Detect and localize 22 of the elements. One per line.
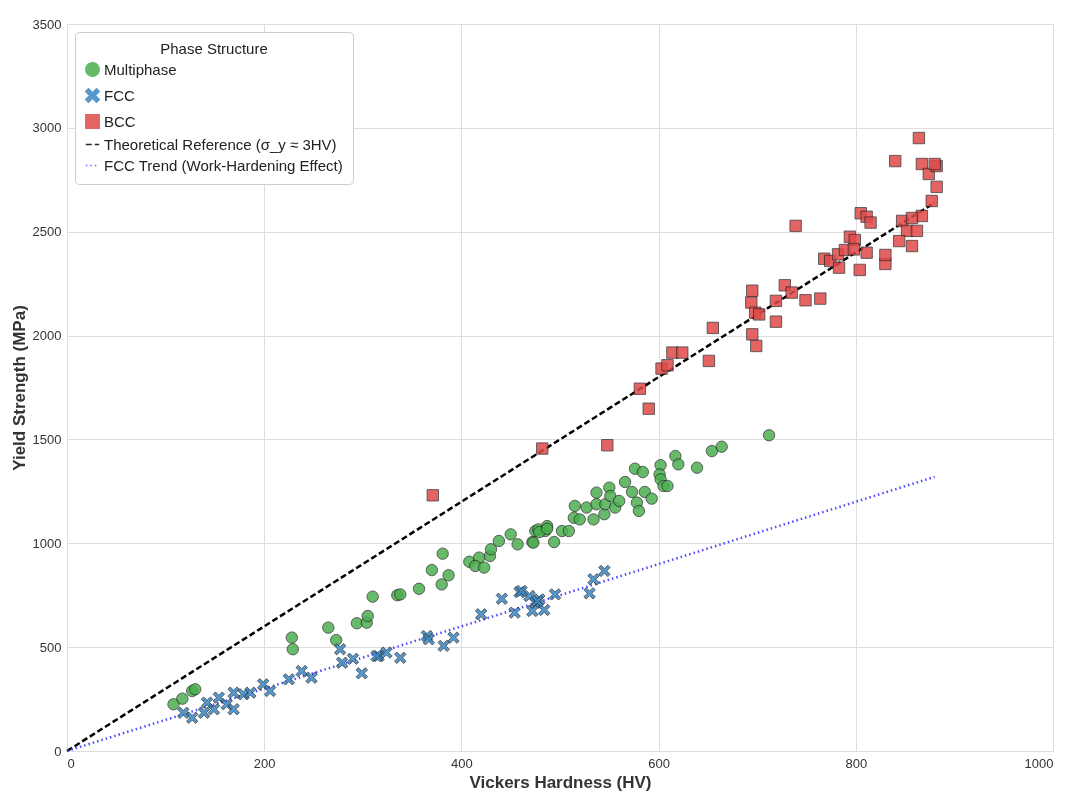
legend-label: FCC <box>104 86 135 104</box>
y-tick-label: 0 <box>54 743 62 759</box>
y-tick-label: 1500 <box>32 431 62 447</box>
legend-title: Phase Structure <box>160 40 268 57</box>
y-tick-label: 2500 <box>32 224 62 240</box>
y-tick-label: 500 <box>39 639 62 655</box>
x-tick-label: 200 <box>253 755 276 771</box>
x-tick-label: 800 <box>845 755 868 771</box>
legend-label: BCC <box>104 112 136 130</box>
y-tick-label: 2000 <box>32 328 62 344</box>
x-tick-label: 600 <box>648 755 670 771</box>
y-axis-title: Yield Strength (MPa) <box>9 305 29 471</box>
x-axis-title: Vickers Hardness (HV) <box>469 772 652 792</box>
y-tick-label: 3500 <box>32 16 62 32</box>
legend-label: Theoretical Reference (σ_y ≈ 3HV) <box>104 135 337 153</box>
y-tick-label: 1000 <box>32 535 62 551</box>
x-tick-label: 1000 <box>1024 755 1054 771</box>
legend-label: FCC Trend (Work-Hardening Effect) <box>104 156 343 174</box>
x-tick-label: 400 <box>451 755 473 771</box>
legend-label: Multiphase <box>104 60 177 78</box>
x-tick-label: 0 <box>67 755 75 771</box>
y-tick-label: 3000 <box>32 120 62 136</box>
